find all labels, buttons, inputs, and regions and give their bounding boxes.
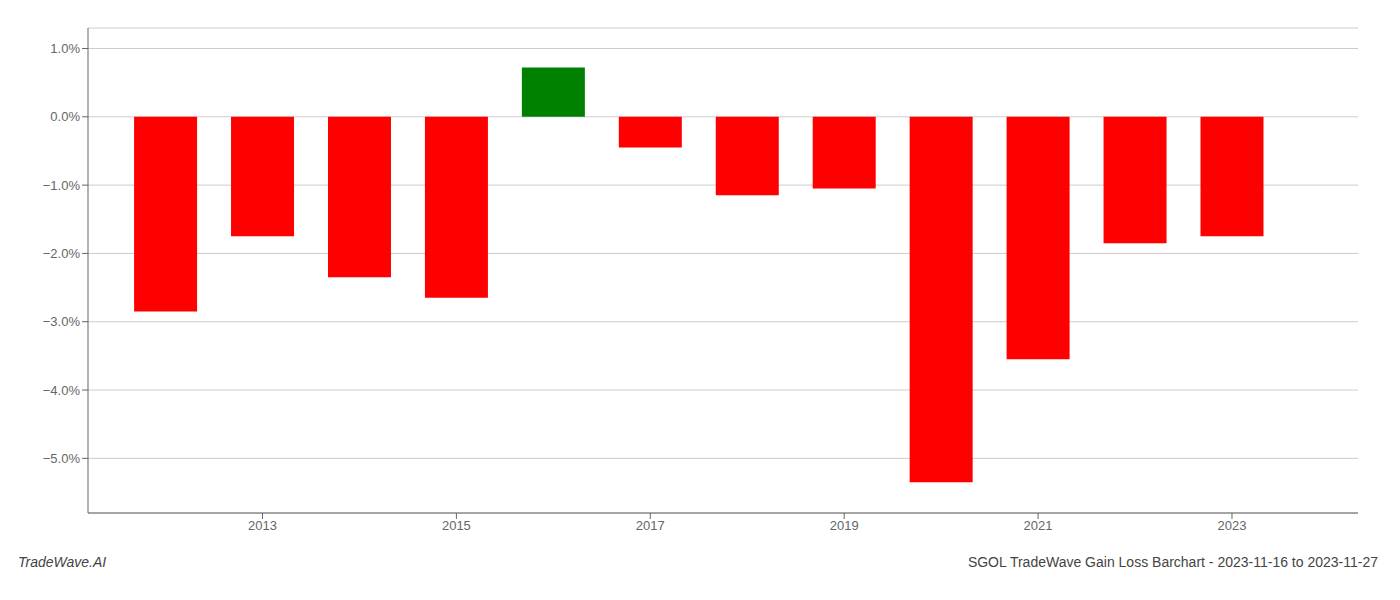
svg-text:−1.0%: −1.0% xyxy=(43,178,81,193)
svg-text:−4.0%: −4.0% xyxy=(43,383,81,398)
svg-text:0.0%: 0.0% xyxy=(50,109,80,124)
svg-text:2015: 2015 xyxy=(442,518,471,533)
svg-text:2017: 2017 xyxy=(636,518,665,533)
svg-text:2021: 2021 xyxy=(1024,518,1053,533)
svg-text:−2.0%: −2.0% xyxy=(43,246,81,261)
svg-text:2019: 2019 xyxy=(830,518,859,533)
html-text:TradeWave.AI: TradeWave.AI xyxy=(18,554,107,570)
svg-text:2013: 2013 xyxy=(248,518,277,533)
svg-text:−3.0%: −3.0% xyxy=(43,314,81,329)
svg-text:−5.0%: −5.0% xyxy=(43,451,81,466)
svg-text:2023: 2023 xyxy=(1218,518,1247,533)
svg-text:1.0%: 1.0% xyxy=(50,41,80,56)
html-text:SGOL TradeWave Gain Loss Barch: SGOL TradeWave Gain Loss Barchart - 2023… xyxy=(967,554,1378,570)
